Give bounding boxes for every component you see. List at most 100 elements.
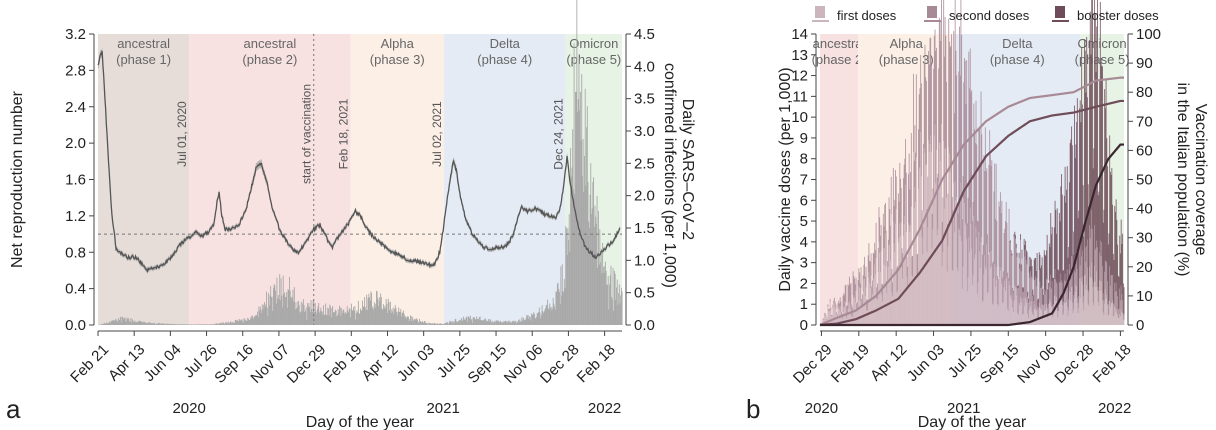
infection-bar: [482, 320, 484, 325]
dose-bar: [849, 284, 851, 310]
infection-bar: [516, 321, 518, 325]
infection-bar: [145, 323, 147, 325]
dose-bar: [1097, 195, 1099, 287]
dose-bar: [903, 224, 905, 325]
infection-bar: [227, 323, 228, 325]
infection-bar: [394, 308, 395, 325]
infection-bar: [150, 322, 152, 325]
infection-bar: [426, 323, 428, 325]
y-tick-label-right: 0.5: [634, 285, 655, 302]
phase-sub: (phase 4): [990, 52, 1045, 67]
infection-bar: [481, 320, 483, 325]
infection-bar: [595, 223, 597, 325]
infection-bar: [424, 321, 426, 325]
infection-bar: [395, 307, 397, 325]
infection-bar: [257, 311, 258, 325]
dose-bar: [1005, 220, 1006, 291]
dose-bar: [1085, 92, 1087, 262]
dose-bar: [1017, 287, 1019, 315]
infection-bar: [102, 323, 104, 325]
infection-bar: [280, 278, 282, 325]
dose-bar: [882, 283, 884, 302]
dose-bar: [1081, 256, 1083, 282]
dose-bar: [955, 200, 957, 325]
infection-bar: [403, 310, 405, 325]
dose-bar: [1000, 267, 1002, 325]
y-tick-label-right: 40: [1136, 201, 1153, 218]
infection-bar: [574, 193, 576, 325]
infection-bar: [276, 277, 278, 325]
infection-bar: [423, 322, 425, 325]
dose-bar: [1096, 240, 1098, 272]
y-tick-label-right: 30: [1136, 230, 1153, 247]
infection-bar: [545, 308, 547, 325]
infection-bar: [277, 298, 279, 325]
infection-bar: [376, 291, 378, 325]
dose-bar: [1026, 251, 1028, 265]
phase-name: ancestral: [117, 36, 170, 51]
dose-bar: [1112, 274, 1114, 301]
dose-bar: [1106, 138, 1108, 263]
dose-bar: [917, 277, 919, 325]
infection-bar: [220, 323, 222, 325]
phase-name: Omicron: [569, 36, 618, 51]
dose-bar: [865, 266, 867, 288]
dose-bar: [890, 260, 891, 325]
infection-bar: [537, 313, 539, 325]
infection-bar: [615, 299, 617, 325]
dose-bar: [859, 272, 861, 288]
infection-bar: [168, 323, 170, 325]
dose-bar: [1064, 290, 1066, 325]
infection-bar: [215, 323, 217, 325]
year-label: 2020: [172, 400, 205, 417]
dose-bar: [867, 299, 868, 311]
dose-bar: [844, 285, 846, 302]
dose-bar: [1037, 299, 1039, 307]
dose-bar: [1043, 250, 1045, 289]
dose-bar: [908, 153, 910, 226]
infection-bar: [243, 318, 245, 325]
dose-bar: [1067, 315, 1069, 325]
dose-bar: [1109, 285, 1111, 307]
dose-bar: [988, 164, 990, 253]
dose-bar: [1015, 288, 1017, 325]
infection-bar: [262, 309, 264, 325]
dose-bar: [1038, 298, 1039, 309]
infection-bar: [305, 310, 306, 325]
dose-bar: [1039, 306, 1041, 325]
dose-bar: [1013, 234, 1015, 238]
dose-bar: [1023, 297, 1025, 325]
dose-bar: [1107, 304, 1109, 316]
infection-bar: [487, 321, 489, 325]
infection-bar: [464, 318, 466, 325]
infection-bar: [242, 319, 244, 325]
dose-bar: [989, 268, 991, 325]
infection-bar: [556, 283, 558, 325]
dose-bar: [1086, 245, 1088, 285]
dose-bar: [1016, 295, 1018, 325]
dose-bar: [1066, 288, 1068, 325]
infection-bar: [598, 264, 600, 325]
dose-bar: [925, 77, 927, 166]
infection-bar: [325, 314, 327, 325]
infection-bar: [389, 310, 391, 325]
dose-bar: [999, 192, 1001, 271]
infection-bar: [450, 321, 452, 325]
dose-bar: [1058, 299, 1060, 312]
phase-sub: (phase 5): [1075, 52, 1130, 67]
infection-bar: [313, 300, 315, 325]
infection-bar: [133, 321, 135, 325]
infection-bar: [297, 307, 299, 325]
dose-bar: [1045, 250, 1047, 279]
dose-bar: [891, 269, 893, 293]
x-tick-label: Sep 15: [977, 341, 1023, 387]
infection-bar: [432, 323, 434, 325]
infection-bar: [343, 314, 345, 325]
infection-bar: [385, 308, 386, 325]
dose-bar: [1035, 258, 1037, 277]
dose-bar: [1074, 158, 1076, 273]
dose-bar: [946, 224, 948, 272]
dose-bar: [974, 142, 976, 255]
dose-bar: [1059, 303, 1061, 325]
dose-bar: [830, 310, 832, 325]
